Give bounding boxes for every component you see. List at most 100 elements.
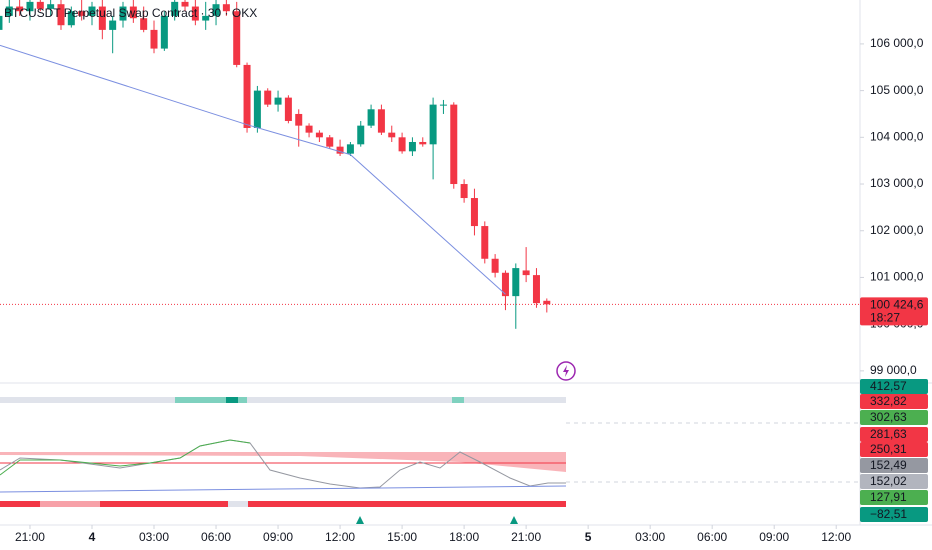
candle-body [129, 6, 137, 19]
candle-body [408, 141, 416, 152]
indicator-label: 152,02 [870, 474, 907, 488]
strip [228, 501, 248, 507]
x-tick-label: 03:00 [139, 530, 169, 544]
candle-body [243, 64, 251, 128]
candle-body [522, 270, 530, 276]
x-tick-label: 21:00 [511, 530, 541, 544]
y-tick-label: 101 000,0 [870, 270, 924, 284]
candle-body [336, 146, 344, 154]
candle-body [377, 109, 385, 133]
oscillator [0, 439, 566, 489]
x-tick-label: 06:00 [201, 530, 231, 544]
x-tick-label: 06:00 [697, 530, 727, 544]
strip [40, 501, 100, 507]
candle-body [346, 144, 354, 154]
candle-body [460, 184, 468, 199]
candle-body [191, 6, 199, 21]
candle-body [357, 125, 365, 145]
indicator-label: −82,51 [870, 507, 907, 521]
x-tick-label: 03:00 [635, 530, 665, 544]
indicator-label: 250,31 [870, 442, 907, 456]
indicator-label: 332,82 [870, 394, 907, 408]
x-tick-label: 09:00 [759, 530, 789, 544]
band [175, 397, 247, 403]
candle-body [367, 109, 375, 126]
indicator-label: 281,63 [870, 427, 907, 441]
candle-body [470, 198, 478, 227]
price-pane [0, 0, 551, 329]
countdown-label: 18:27 [870, 310, 900, 324]
candle-body [36, 1, 44, 9]
candle-body [119, 6, 127, 21]
x-tick-label: 4 [89, 530, 96, 544]
indicator-label: 302,63 [870, 410, 907, 424]
indicator-label: 412,57 [870, 379, 907, 393]
x-tick-label: 21:00 [15, 530, 45, 544]
indicator-label-box [860, 474, 928, 489]
indicator-label-box [860, 507, 928, 522]
indicator-label-box [860, 410, 928, 425]
indicator-label-box [860, 427, 928, 442]
candle-body [326, 137, 334, 147]
moving-average [0, 44, 506, 295]
strip [0, 501, 566, 507]
indicator-label-box [860, 379, 928, 394]
candle-body [171, 1, 179, 16]
baseline [0, 485, 567, 493]
y-tick-label: 105 000,0 [870, 83, 924, 97]
candle-body [398, 137, 406, 152]
chart-title: BTCUSDT Perpetual Swap Contract · 30 · O… [4, 6, 257, 20]
candle-body [57, 4, 65, 26]
candle-body [253, 90, 261, 128]
candle-body [429, 104, 437, 145]
candle-body [439, 104, 447, 106]
candle-body [16, 6, 24, 12]
candle-body [532, 275, 540, 304]
indicator-label-box [860, 442, 928, 457]
candle-body [181, 1, 189, 7]
signal [510, 516, 518, 524]
candle-body [543, 300, 551, 305]
indicator-label-box [860, 394, 928, 409]
candle-body [305, 125, 313, 133]
x-tick-label: 5 [585, 530, 592, 544]
band [0, 452, 566, 472]
last-price-label: 100 424,6 [870, 297, 924, 311]
y-tick-label: 104 000,0 [870, 129, 924, 143]
signal [356, 516, 364, 524]
candle-body [212, 4, 220, 16]
x-tick-label: 09:00 [263, 530, 293, 544]
candle-body [202, 15, 210, 21]
x-tick-label: 18:00 [449, 530, 479, 544]
y-tick-label: 103 000,0 [870, 176, 924, 190]
candle-body [160, 15, 168, 49]
candle-body [512, 268, 520, 297]
band [0, 397, 566, 403]
indicator-label-box [860, 458, 928, 473]
x-tick-label: 15:00 [387, 530, 417, 544]
y-tick-label: 106 000,0 [870, 36, 924, 50]
candle-body [419, 141, 427, 145]
candle-body [109, 20, 117, 30]
band [226, 397, 238, 403]
candle-body [295, 113, 303, 126]
candle-body [150, 29, 158, 49]
band [452, 397, 464, 403]
y-tick-label: 99 000,0 [870, 363, 917, 377]
alert-icon-glyph [563, 365, 569, 377]
candle-body [233, 11, 241, 65]
candle-body [222, 4, 230, 12]
candle-body [0, 15, 3, 30]
indicator-label-box [860, 490, 928, 505]
candle-body [140, 18, 148, 30]
candle-body [47, 4, 55, 9]
candle-body [491, 258, 499, 273]
indicator-label: 127,91 [870, 490, 907, 504]
oscillator [0, 439, 251, 476]
candle-body [98, 6, 106, 30]
x-tick-label: 12:00 [821, 530, 851, 544]
candle-body [481, 226, 489, 259]
candle-body [264, 90, 272, 105]
candle-body [501, 272, 509, 297]
